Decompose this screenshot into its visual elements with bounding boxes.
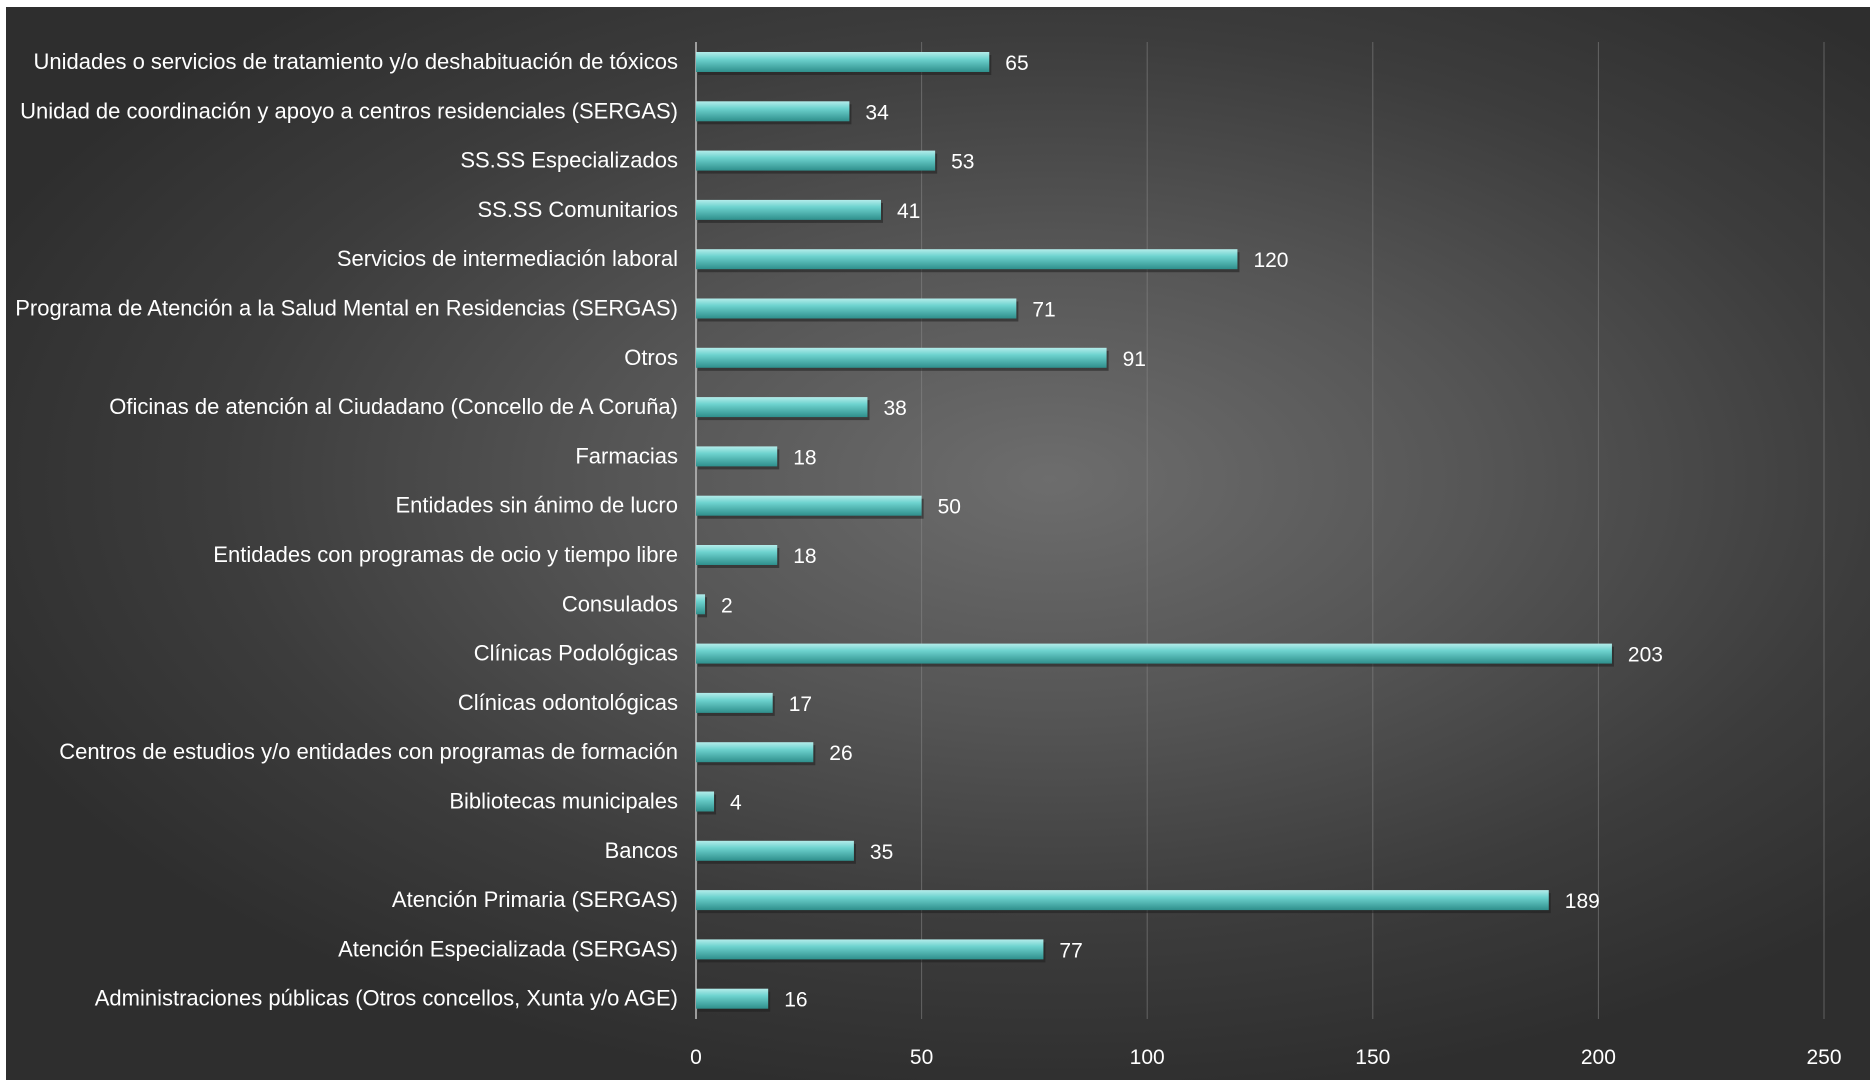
bar-rect <box>696 890 1549 911</box>
x-tick-label: 250 <box>1806 1046 1841 1069</box>
bar-rect <box>696 939 1044 960</box>
bar-7 <box>696 347 1109 371</box>
bar-12 <box>696 594 708 618</box>
x-axis-ticks: 0 50 100 150 200 250 <box>690 1046 1841 1069</box>
bar-13 <box>696 643 1614 667</box>
data-label: 120 <box>1253 249 1288 272</box>
data-label: 26 <box>829 742 852 765</box>
data-label: 189 <box>1565 890 1600 913</box>
bar-5 <box>696 249 1240 273</box>
category-label: Atención Especializada (SERGAS) <box>338 936 678 961</box>
bar-rect <box>696 199 881 220</box>
data-label: 71 <box>1032 299 1055 322</box>
data-label: 77 <box>1059 939 1082 962</box>
data-label: 35 <box>870 841 893 864</box>
bar-11 <box>696 545 780 568</box>
bar-rect <box>696 495 922 516</box>
category-label: SS.SS Especializados <box>460 148 678 173</box>
bar-rect <box>696 643 1612 664</box>
category-label: Bibliotecas municipales <box>449 789 678 814</box>
data-label: 50 <box>938 496 961 519</box>
data-labels: 65 34 53 41 120 71 91 38 18 50 18 2 203 17 26 4 35 189 77 1… <box>721 52 1663 1012</box>
data-label: 34 <box>865 101 889 124</box>
bar-rect <box>696 347 1107 368</box>
category-label: Bancos <box>605 838 678 863</box>
category-label: Clínicas Podológicas <box>474 641 678 666</box>
bar-2 <box>696 101 852 125</box>
category-labels: Unidades o servicios de tratamiento y/o … <box>15 49 678 1011</box>
category-label: Consulados <box>562 591 678 616</box>
data-label: 65 <box>1005 52 1028 75</box>
data-label: 4 <box>730 792 742 815</box>
category-label: Atención Primaria (SERGAS) <box>392 887 678 912</box>
bar-rect <box>696 298 1017 319</box>
data-label: 18 <box>793 446 816 469</box>
category-label: Administraciones públicas (Otros concell… <box>95 986 678 1011</box>
x-tick-label: 0 <box>690 1046 702 1069</box>
gridlines <box>695 42 1825 1019</box>
bar-14 <box>696 692 775 716</box>
data-label: 18 <box>793 545 816 568</box>
category-label: Programa de Atención a la Salud Mental e… <box>15 296 678 321</box>
bar-20 <box>696 988 771 1012</box>
data-label: 17 <box>789 693 812 716</box>
category-label: Clínicas odontológicas <box>458 690 678 715</box>
chart-area: Unidades o servicios de tratamiento y/o … <box>6 7 1870 1080</box>
data-label: 2 <box>721 594 733 617</box>
data-label: 203 <box>1628 644 1663 667</box>
bar-rect <box>696 397 868 418</box>
bar-18 <box>696 890 1551 914</box>
bar-6 <box>696 298 1019 322</box>
bar-rect <box>696 791 715 812</box>
bar-8 <box>696 397 870 421</box>
bar-rect <box>696 545 778 565</box>
bar-rect <box>696 446 778 467</box>
bar-9 <box>696 446 780 470</box>
x-tick-label: 50 <box>910 1046 933 1069</box>
data-label: 38 <box>883 397 906 420</box>
data-label: 53 <box>951 151 974 174</box>
bar-1 <box>696 52 992 75</box>
category-label: Oficinas de atención al Ciudadano (Conce… <box>109 394 678 419</box>
bar-16 <box>696 791 717 815</box>
category-label: Farmacias <box>575 443 678 468</box>
bar-17 <box>696 840 856 864</box>
x-tick-label: 150 <box>1355 1046 1390 1069</box>
bar-19 <box>696 939 1046 963</box>
category-label: Unidades o servicios de tratamiento y/o … <box>34 49 678 74</box>
category-label: Servicios de intermediación laboral <box>337 246 678 271</box>
x-tick-label: 200 <box>1581 1046 1616 1069</box>
data-label: 91 <box>1123 348 1146 371</box>
category-label: Entidades con programas de ocio y tiempo… <box>213 542 678 567</box>
category-label: SS.SS Comunitarios <box>477 197 678 222</box>
category-label: Centros de estudios y/o entidades con pr… <box>59 739 678 764</box>
data-label: 16 <box>784 989 807 1012</box>
data-label: 41 <box>897 200 920 223</box>
bar-3 <box>696 150 938 174</box>
x-tick-label: 100 <box>1130 1046 1165 1069</box>
bar-chart: Unidades o servicios de tratamiento y/o … <box>15 42 1842 1069</box>
bar-rect <box>696 840 854 861</box>
bar-rect <box>696 101 850 122</box>
bar-rect <box>696 150 936 171</box>
bar-rect <box>696 52 990 72</box>
bar-15 <box>696 742 816 766</box>
category-label: Otros <box>624 345 678 370</box>
category-label: Unidad de coordinación y apoyo a centros… <box>20 98 678 123</box>
bar-rect <box>696 692 773 713</box>
bar-rect <box>696 988 769 1009</box>
bar-rect <box>696 742 814 763</box>
bar-rect <box>696 249 1238 270</box>
bar-10 <box>696 495 924 519</box>
bar-rect <box>696 594 706 615</box>
category-label: Entidades sin ánimo de lucro <box>396 493 679 518</box>
bar-4 <box>696 199 883 223</box>
bars <box>696 52 1614 1012</box>
